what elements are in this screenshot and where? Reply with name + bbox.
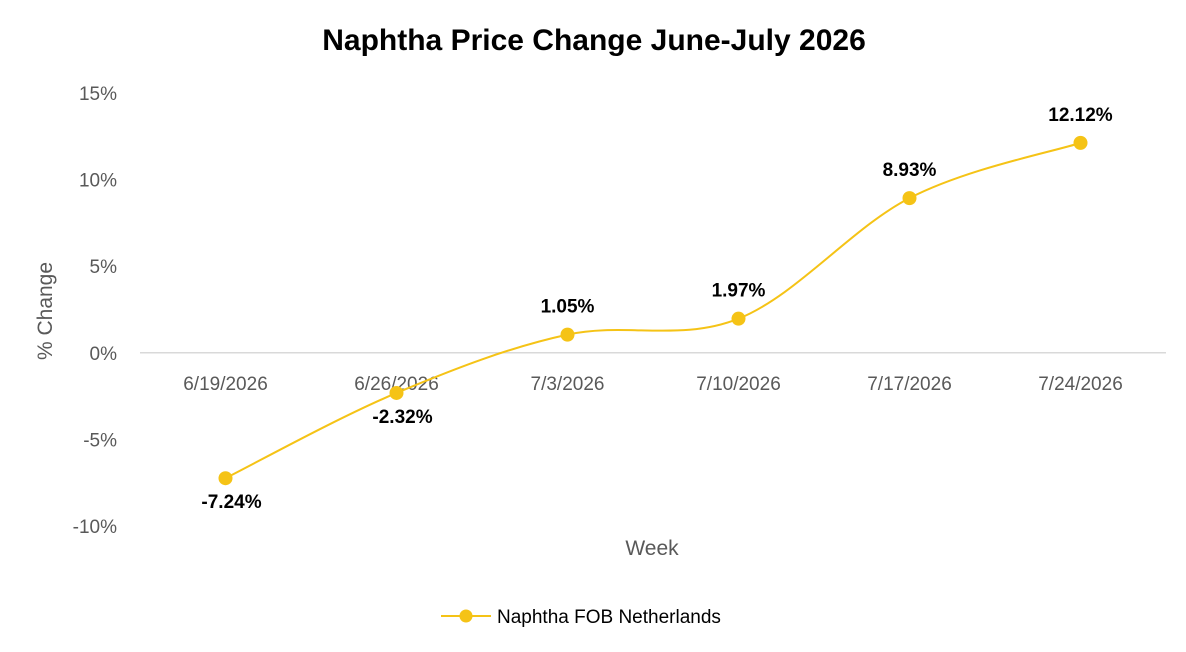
- x-tick-label: 7/17/2026: [867, 374, 952, 395]
- y-tick-label: 15%: [79, 84, 117, 105]
- y-tick-label: 5%: [90, 257, 118, 278]
- series-line: [225, 141, 1081, 480]
- y-axis-label: % Change: [34, 262, 57, 360]
- x-axis-ticks: 6/19/2026 6/26/2026 7/3/2026 7/10/2026 7/17/…: [183, 374, 1123, 395]
- data-label: 1.97%: [712, 281, 766, 302]
- data-point: [902, 191, 917, 206]
- y-tick-label: 10%: [79, 171, 117, 192]
- data-label: 8.93%: [883, 160, 937, 181]
- x-tick-label: 6/19/2026: [183, 374, 268, 395]
- data-label: 1.05%: [541, 297, 595, 318]
- data-label: -7.24%: [201, 492, 261, 513]
- legend-point-marker: [459, 609, 473, 623]
- data-labels: -7.24% -2.32% 1.05% 1.97% 8.93% 12.12%: [201, 105, 1112, 513]
- legend-item-label: Naphtha FOB Netherlands: [497, 607, 721, 628]
- y-tick-label: -10%: [73, 517, 117, 538]
- x-tick-label: 7/24/2026: [1038, 374, 1123, 395]
- y-tick-label: -5%: [83, 430, 117, 451]
- data-point: [218, 471, 233, 486]
- chart-title: Naphtha Price Change June-July 2026: [322, 24, 866, 57]
- series-group: [218, 135, 1088, 486]
- x-axis-label: Week: [625, 537, 679, 560]
- x-tick-label: 7/10/2026: [696, 374, 781, 395]
- data-point: [1073, 135, 1088, 150]
- data-point: [389, 385, 404, 400]
- data-label: -2.32%: [372, 407, 432, 428]
- x-tick-label: 7/3/2026: [531, 374, 605, 395]
- x-tick-label: 6/26/2026: [354, 374, 439, 395]
- data-point: [731, 311, 746, 326]
- y-tick-label: 0%: [90, 344, 118, 365]
- legend: Naphtha FOB Netherlands: [441, 607, 721, 628]
- data-point: [560, 327, 575, 342]
- y-axis-ticks: 15% 10% 5% 0% -5% -10%: [73, 84, 117, 538]
- data-label: 12.12%: [1048, 105, 1113, 126]
